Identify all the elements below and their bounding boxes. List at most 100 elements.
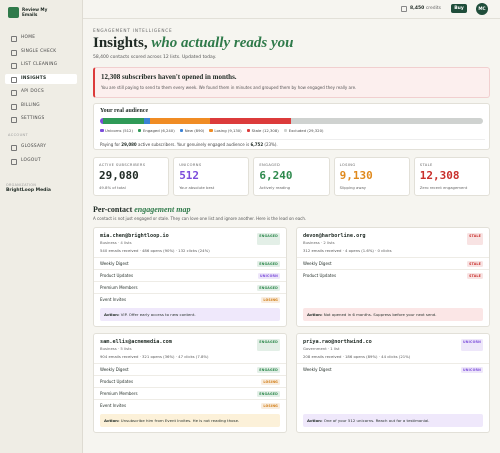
list-row: Weekly Digest ENGAGED <box>94 257 286 269</box>
badge: ENGAGED <box>257 390 280 397</box>
list-row: Product Updates UNICORN <box>94 269 286 281</box>
legend-label: Unicorns (512) <box>105 128 133 133</box>
summary-part: Paying for <box>100 142 122 147</box>
stat-note: Slipping away <box>339 185 367 190</box>
eyebrow: ENGAGEMENT INTELLIGENCE <box>93 28 173 33</box>
main: 8,450 credits Buy MC ENGAGEMENT INTELLIG… <box>83 0 500 453</box>
nav-item[interactable]: HOME <box>5 33 77 43</box>
page-title: Insights, who actually reads you <box>93 35 293 52</box>
audience-bar <box>100 118 483 124</box>
badge: STALE <box>467 260 483 267</box>
stat-card: LOSING 9,130 Slipping away <box>333 157 410 196</box>
title-accent: who actually reads you <box>151 35 294 51</box>
brand: Review My Emails <box>22 7 48 17</box>
contact-header: sam.ellis@acmemedia.com Business · 5 list… <box>94 334 286 351</box>
stat-note: Zero recent engagement <box>419 185 468 190</box>
action-label: Action: <box>307 418 323 423</box>
logo-icon <box>8 7 19 18</box>
nav-item[interactable]: LIST CLEANING <box>5 60 77 70</box>
stat-card: STALE 12,308 Zero recent engagement <box>413 157 490 196</box>
meta: Government · 1 list <box>303 346 340 351</box>
nav-item[interactable]: LOGOUT <box>5 156 77 166</box>
meta: Business · 5 lists <box>100 346 132 351</box>
badge: UNICORN <box>460 366 483 373</box>
nav-item[interactable]: API DOCS <box>5 87 77 97</box>
email: devon@harborline.org <box>303 233 366 239</box>
action-label: Action: <box>104 418 120 423</box>
list-name: Weekly Digest <box>303 261 332 266</box>
list-name: Weekly Digest <box>303 367 332 372</box>
credits-icon <box>401 6 407 12</box>
org-name: BrightLoop Media <box>6 188 51 193</box>
bar-segment <box>150 118 210 124</box>
stat-value: 29,080 <box>99 169 139 182</box>
contact-card: priya.rao@northwind.co Government · 1 lis… <box>296 333 490 433</box>
meta: Business · 2 lists <box>303 240 335 245</box>
summary-part: 6,752 <box>250 142 264 147</box>
list-row: Premium Members ENGAGED <box>94 281 286 293</box>
bar-segment <box>100 118 104 124</box>
legend-swatch <box>179 128 184 133</box>
divider <box>83 18 500 19</box>
action: Action: One of your 512 unicorns. Reach … <box>303 414 483 427</box>
legend-swatch <box>137 128 142 133</box>
contact-id: sam.ellis@acmemedia.com Business · 5 list… <box>100 339 172 351</box>
legend-item: Unicorns (512) <box>100 128 133 133</box>
title: Insights, <box>93 35 148 51</box>
badge: STALE <box>467 272 483 279</box>
list-name: Weekly Digest <box>100 367 129 372</box>
legend-item: Engaged (6,240) <box>137 128 175 133</box>
action-text: Not opened in 6 months. Suppress before … <box>323 312 437 317</box>
list-row: Weekly Digest STALE <box>297 257 489 269</box>
alert-title: 12,308 subscribers haven't opened in mon… <box>101 73 237 81</box>
legend-swatch <box>283 128 288 133</box>
list-name: Product Updates <box>100 379 134 384</box>
legend-item: Losing (9,130) <box>209 128 242 133</box>
audience-card: Your real audience Unicorns (512) Engaged… <box>93 103 490 150</box>
title-accent: engagement map <box>134 205 191 214</box>
badge: ENGAGED <box>257 366 280 373</box>
nav-item[interactable]: SETTINGS <box>5 114 77 124</box>
badge: LOSING <box>261 378 280 385</box>
subtitle: 58,400 contacts scored across 12 lists. … <box>93 55 217 60</box>
bar-segment <box>144 118 151 124</box>
legend: Unicorns (512) Engaged (6,240) New (890) Lo… <box>100 128 324 133</box>
legend-item: New (890) <box>179 128 204 133</box>
contact-stats: 208 emails received · 186 opens (89%) · … <box>303 354 411 359</box>
credits-value: 8,450 <box>410 6 425 11</box>
email: mia.chen@brightloop.io <box>100 233 169 239</box>
nav-item[interactable]: SINGLE CHECK <box>5 47 77 57</box>
email: sam.ellis@acmemedia.com <box>100 339 172 345</box>
action: Action: Unsubscribe him from Event Invit… <box>100 414 280 427</box>
legend-swatch <box>209 128 213 133</box>
list-name: Event Invites <box>100 297 127 302</box>
list-row: Event Invites LOSING <box>94 293 286 305</box>
action-label: Action: <box>104 312 120 317</box>
legend-label: Engaged (6,240) <box>142 128 175 133</box>
stat-card: ENGAGED 6,240 Actively reading <box>253 157 330 196</box>
nav-item[interactable]: INSIGHTS <box>5 73 77 84</box>
sidebar: Review My Emails HOME SINGLE CHECK LIST CL… <box>0 0 83 453</box>
summary-part: active subscribers. Your genuinely engag… <box>136 142 251 147</box>
avatar[interactable]: MC <box>476 3 488 15</box>
stat-note: Actively reading <box>259 185 291 190</box>
list-name: Premium Members <box>100 391 138 396</box>
list-name: Premium Members <box>100 285 138 290</box>
map-title: Per-contact engagement map <box>93 205 190 214</box>
buy-button[interactable]: Buy <box>451 4 467 13</box>
badge: STALE <box>467 233 483 245</box>
nav-item[interactable]: BILLING <box>5 101 77 111</box>
stat-value: 512 <box>179 169 200 182</box>
action-text: One of your 512 unicorns. Reach out for … <box>323 418 430 423</box>
bar-segment <box>290 118 483 124</box>
audience-title: Your real audience <box>100 108 149 114</box>
org-label: ORGANIZATION <box>6 183 37 187</box>
nav-item[interactable]: GLOSSARY <box>5 142 77 152</box>
contact-stats: 540 emails received · 486 opens (90%) · … <box>100 248 210 253</box>
legend-swatch <box>246 128 251 133</box>
legend-label: Stale (12,308) <box>251 128 279 133</box>
badge: LOSING <box>261 296 280 303</box>
contact-header: priya.rao@northwind.co Government · 1 lis… <box>297 334 489 351</box>
list-row: Product Updates STALE <box>297 269 489 281</box>
